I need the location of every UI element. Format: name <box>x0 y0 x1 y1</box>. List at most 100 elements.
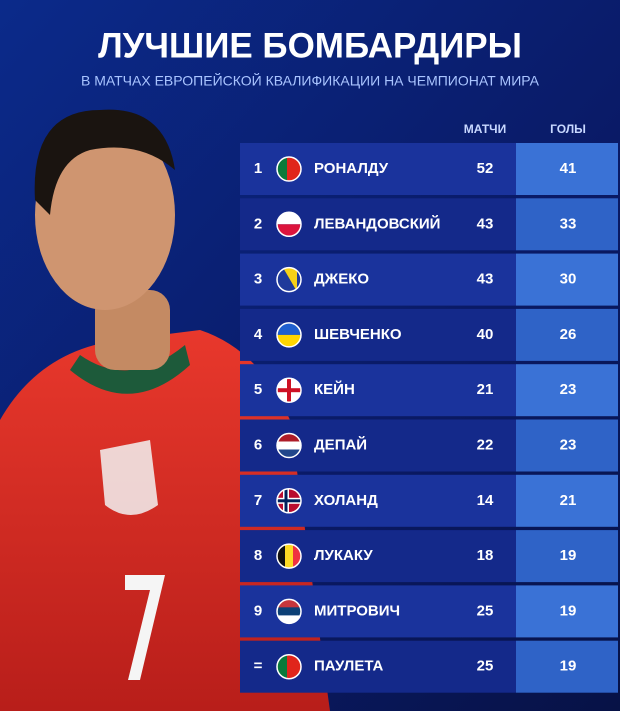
goals: 30 <box>560 271 577 288</box>
flag-part <box>277 224 301 237</box>
subtitle: В МАТЧАХ ЕВРОПЕЙСКОЙ КВАЛИФИКАЦИИ НА ЧЕМ… <box>81 72 540 89</box>
flag-part <box>277 607 301 616</box>
player-badge <box>100 440 158 515</box>
matches: 40 <box>477 326 494 343</box>
flag-border <box>276 432 302 459</box>
column-header: ГОЛЫ <box>550 122 586 136</box>
goals-cell-background <box>516 253 618 306</box>
table-row: 7 ХОЛАНД 14 21 <box>240 474 618 527</box>
goals: 23 <box>560 436 577 453</box>
goals-cell-background <box>516 308 618 361</box>
matches: 25 <box>477 602 494 619</box>
goals: 19 <box>560 602 577 619</box>
table-row: 9 МИТРОВИЧ 25 19 <box>240 585 618 638</box>
flag <box>277 212 301 237</box>
flag-part <box>293 544 301 569</box>
rank: = <box>254 658 263 675</box>
rank: 5 <box>254 381 262 398</box>
rank: 6 <box>254 436 262 453</box>
flag <box>277 322 301 347</box>
flag-part <box>287 157 301 181</box>
matches: 14 <box>477 492 494 509</box>
player-shirt-number <box>125 575 165 680</box>
flag-part <box>277 388 301 393</box>
player-name: ШЕВЧЕНКО <box>314 326 402 343</box>
goals: 19 <box>560 547 577 564</box>
flag-border <box>276 211 302 238</box>
goals: 26 <box>560 326 577 343</box>
flag-part <box>283 267 297 292</box>
table-row: 1 РОНАЛДУ 52 41 <box>240 143 618 195</box>
flag-part <box>277 615 301 624</box>
rank: 7 <box>254 492 262 509</box>
goals-cell-background <box>516 364 618 417</box>
flag-part <box>277 599 301 608</box>
goals-cell-background <box>516 640 618 693</box>
flag-part <box>277 544 285 569</box>
column-header: МАТЧИ <box>464 122 506 136</box>
table-row: 6 ДЕПАЙ 22 23 <box>240 419 618 472</box>
flag-part <box>277 322 301 335</box>
goals-cell-background <box>516 419 618 472</box>
flag-border <box>276 266 302 293</box>
goals-cell-background <box>516 585 618 638</box>
rank: 4 <box>254 326 263 343</box>
player-name: ДЖЕКО <box>314 271 369 288</box>
table-row: 2 ЛЕВАНДОВСКИЙ 43 33 <box>240 198 618 251</box>
player-name: ЛЕВАНДОВСКИЙ <box>314 214 440 232</box>
matches: 18 <box>477 547 494 564</box>
flag-part <box>277 654 287 679</box>
goals: 23 <box>560 381 577 398</box>
flag-part <box>277 334 301 347</box>
matches: 43 <box>477 215 494 232</box>
rank: 3 <box>254 271 262 288</box>
player-hair <box>34 109 175 215</box>
goals: 33 <box>560 215 577 232</box>
title: ЛУЧШИЕ БОМБАРДИРЫ <box>98 26 522 65</box>
flag-border <box>276 377 302 403</box>
matches: 52 <box>477 160 494 177</box>
player-name: МИТРОВИЧ <box>314 602 400 619</box>
player-neck <box>95 290 170 370</box>
matches: 21 <box>477 381 494 398</box>
player-name: РОНАЛДУ <box>314 160 389 177</box>
flag-part <box>287 654 301 679</box>
rank: 2 <box>254 215 262 232</box>
flag-part <box>277 499 301 503</box>
flag-part <box>285 544 293 569</box>
goals: 19 <box>560 658 577 675</box>
matches: 22 <box>477 436 494 453</box>
table-row: 4 ШЕВЧЕНКО 40 26 <box>240 308 618 361</box>
goals: 21 <box>560 492 577 509</box>
table-row: 8 ЛУКАКУ 18 19 <box>240 530 618 583</box>
flag-border <box>276 598 302 625</box>
player-name: ДЕПАЙ <box>314 435 367 453</box>
player-collar <box>70 345 190 394</box>
rank: 1 <box>254 160 262 177</box>
flag <box>277 654 301 679</box>
flag <box>277 599 301 624</box>
matches: 43 <box>477 271 494 288</box>
flag-border <box>276 322 302 348</box>
flag-border <box>276 156 302 182</box>
rank: 8 <box>254 547 262 564</box>
goals-cell-background <box>516 530 618 583</box>
player-head <box>35 120 175 310</box>
flag <box>277 157 301 181</box>
matches: 25 <box>477 658 494 675</box>
flag <box>277 544 301 569</box>
goals: 41 <box>560 160 577 177</box>
flag <box>277 433 301 458</box>
flag-part <box>277 433 301 442</box>
player-name: ЛУКАКУ <box>314 547 373 564</box>
flag-border <box>276 653 302 680</box>
player-name: КЕЙН <box>314 380 355 398</box>
goals-cell-background <box>516 474 618 527</box>
table-row: 5 КЕЙН 21 23 <box>240 364 618 417</box>
flag-part <box>277 441 301 450</box>
flag-border <box>276 488 302 514</box>
rank: 9 <box>254 602 262 619</box>
table-row: 3 ДЖЕКО 43 30 <box>240 253 618 306</box>
